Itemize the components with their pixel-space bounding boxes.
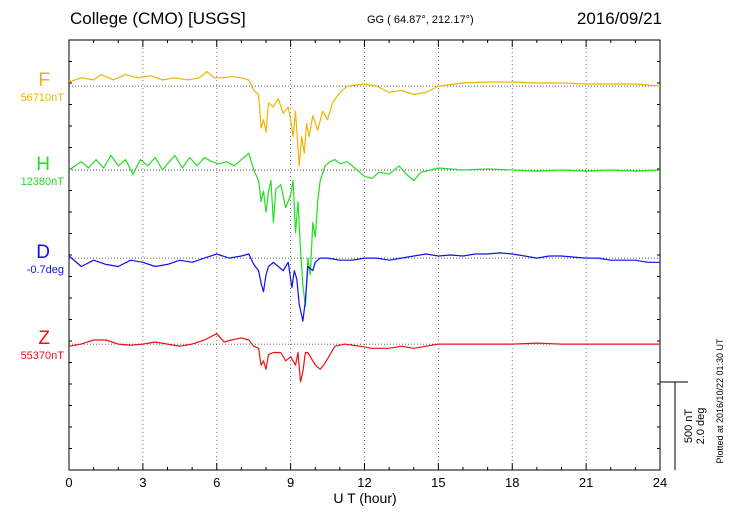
x-tick-label: 12 xyxy=(357,475,371,490)
baseline-value: 55370nT xyxy=(20,350,64,363)
plotted-timestamp: Plotted at 2016/10/22 01:30 UT xyxy=(715,338,725,464)
scale-label-deg: 2.0 deg xyxy=(695,408,707,445)
x-tick-label: 15 xyxy=(431,475,445,490)
component-name: H xyxy=(36,154,50,176)
component-name: Z xyxy=(38,328,50,350)
scale-label-nt: 500 nT xyxy=(683,409,695,444)
x-tick-label: 18 xyxy=(505,475,519,490)
baseline-value: 12380nT xyxy=(20,176,64,189)
x-tick-label: 9 xyxy=(287,475,294,490)
x-tick-labels: 0 3 6 9 12 15 18 21 24 xyxy=(65,475,667,490)
plot-date: 2016/09/21 xyxy=(576,9,662,28)
station-title: College (CMO) [USGS] xyxy=(70,9,246,28)
series-line-f xyxy=(68,70,661,167)
component-name: F xyxy=(38,70,50,92)
scale-bar: 500 nT 2.0 deg xyxy=(660,381,707,470)
baseline-value: -0.7deg xyxy=(26,264,64,277)
series-line-z xyxy=(68,333,660,383)
component-label-d: D -0.7deg xyxy=(27,242,64,276)
geographic-coordinates: GG ( 64.87°, 212.17°) xyxy=(367,14,474,26)
x-tick-label: 21 xyxy=(579,475,593,490)
series-lines xyxy=(68,70,661,383)
x-axis-label: U T (hour) xyxy=(333,490,396,506)
baseline-value: 56710nT xyxy=(20,92,64,105)
x-tick-label: 24 xyxy=(653,475,667,490)
component-label-z: Z 55370nT xyxy=(21,328,64,362)
x-tick-label: 3 xyxy=(139,475,146,490)
axis-ticks xyxy=(68,40,661,470)
component-label-h: H 12380nT xyxy=(21,154,64,188)
x-tick-label: 0 xyxy=(65,475,72,490)
series-line-d xyxy=(68,252,660,322)
series-line-h xyxy=(68,152,661,307)
component-name: D xyxy=(36,242,50,264)
x-tick-label: 6 xyxy=(213,475,220,490)
component-label-f: F 56710nT xyxy=(21,70,64,104)
